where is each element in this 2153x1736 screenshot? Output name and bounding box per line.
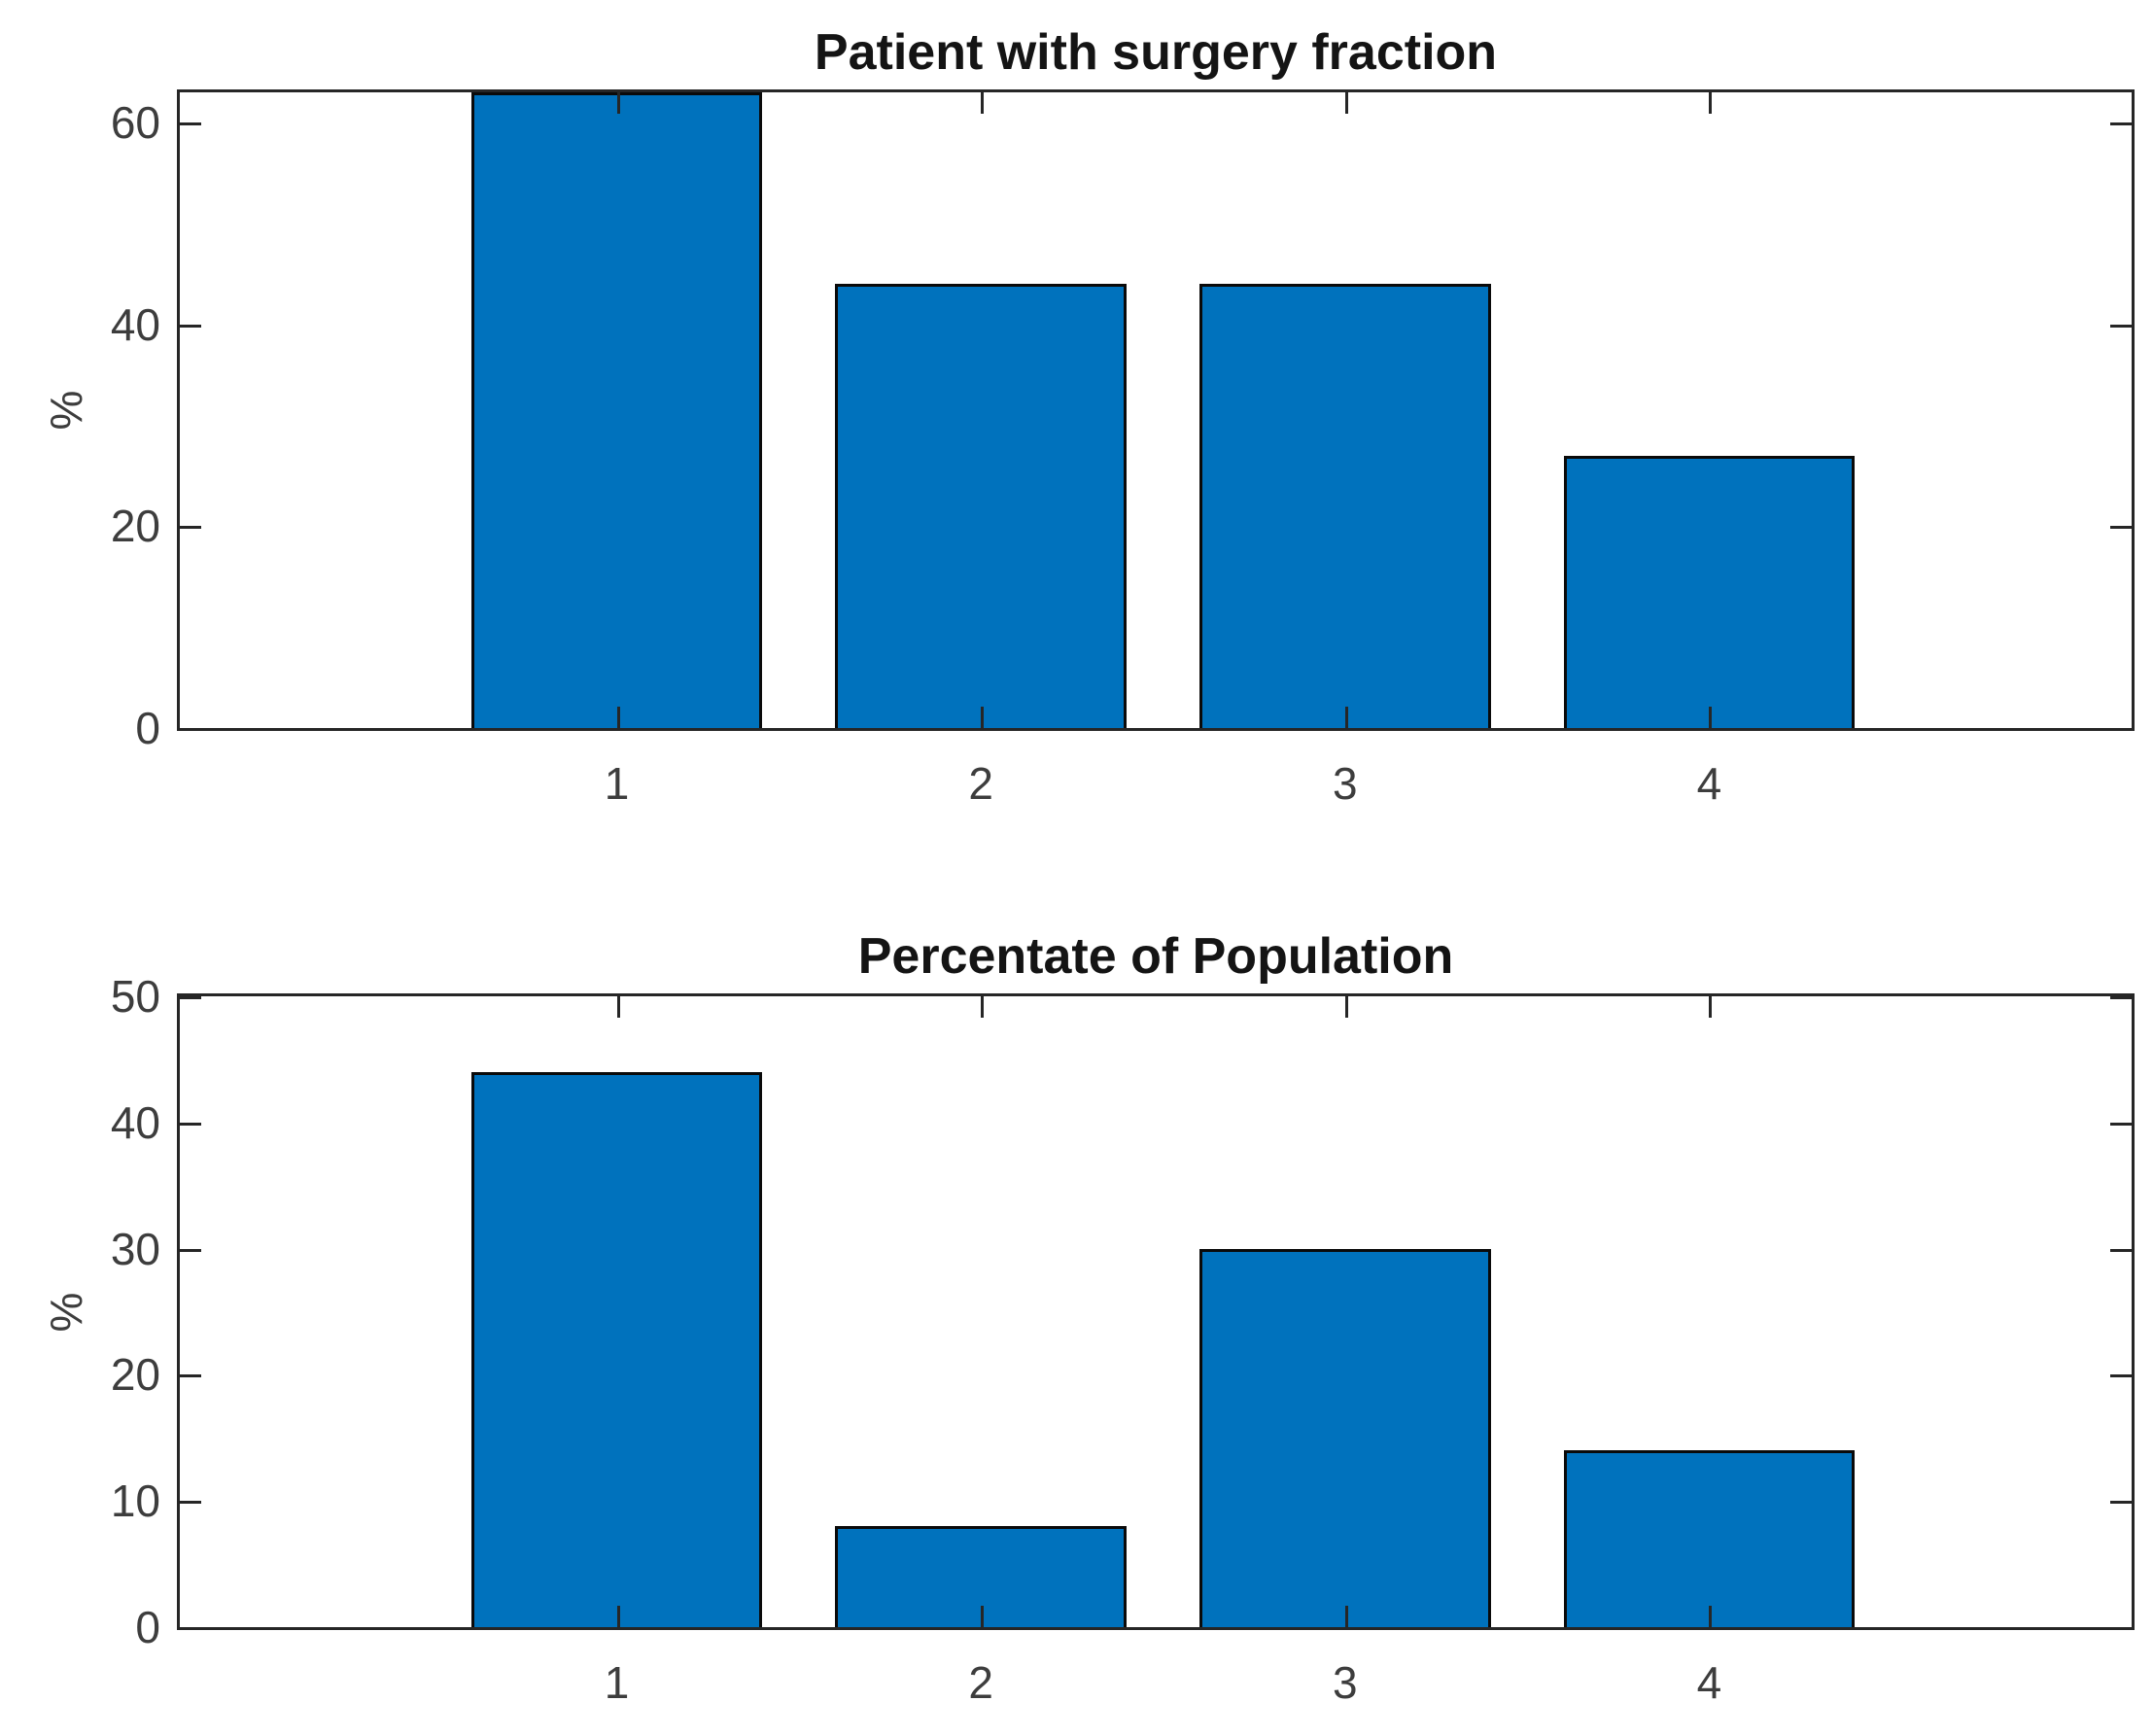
- y-tick: [180, 728, 201, 731]
- y-tick: [180, 324, 201, 328]
- y-tick-mirror: [2110, 1122, 2132, 1126]
- x-tick-mirror: [1344, 996, 1348, 1018]
- bar-category-4: [1563, 455, 1856, 728]
- x-tick-label: 4: [1696, 758, 1722, 809]
- x-tick: [981, 707, 985, 728]
- x-tick: [1344, 1606, 1348, 1627]
- plot-area-bottom: Percentate of Population % 0 10 20 30 40 50 1 2…: [41, 928, 2135, 1708]
- y-tick-label: 40: [110, 1096, 160, 1148]
- bar-category-1: [470, 92, 763, 728]
- x-tick: [1709, 1606, 1713, 1627]
- x-tick-label: 2: [968, 1657, 993, 1708]
- chart-title: Percentate of Population: [857, 928, 1454, 985]
- x-tick-mirror: [981, 996, 985, 1018]
- y-axis-label: %: [41, 1292, 91, 1332]
- x-tick-label: 1: [604, 1657, 630, 1708]
- bar-category-2: [835, 1526, 1128, 1627]
- y-tick: [180, 122, 201, 126]
- x-tick-mirror: [1709, 92, 1713, 114]
- y-tick-label: 20: [110, 1349, 160, 1401]
- x-tick-mirror: [616, 996, 620, 1018]
- y-tick-mirror: [2110, 526, 2132, 530]
- chart-title: Patient with surgery fraction: [814, 24, 1498, 81]
- x-tick: [1344, 707, 1348, 728]
- plot-area-top: Patient with surgery fraction % 0 20 40 60 1…: [41, 24, 2135, 809]
- x-tick-label: 2: [968, 758, 993, 809]
- x-tick: [616, 707, 620, 728]
- y-tick: [180, 1501, 201, 1505]
- x-tick-mirror: [1709, 996, 1713, 1018]
- x-tick-label: 4: [1696, 1657, 1722, 1708]
- y-tick-label: 40: [110, 298, 160, 350]
- y-axis-label: %: [41, 390, 91, 431]
- x-tick: [1709, 707, 1713, 728]
- x-tick-mirror: [981, 92, 985, 114]
- y-tick: [180, 1374, 201, 1378]
- bar-category-3: [1198, 1248, 1491, 1627]
- x-tick-label: 3: [1333, 1657, 1358, 1708]
- y-tick-label: 10: [110, 1476, 160, 1527]
- y-tick-mirror: [2110, 1374, 2132, 1378]
- y-tick-mirror: [2110, 324, 2132, 328]
- y-tick: [180, 1627, 201, 1630]
- y-tick: [180, 1248, 201, 1252]
- y-tick-label: 60: [110, 97, 160, 149]
- bar-category-3: [1198, 284, 1491, 728]
- x-tick-mirror: [1344, 92, 1348, 114]
- x-tick-mirror: [616, 92, 620, 114]
- y-tick-label: 30: [110, 1223, 160, 1274]
- y-tick-mirror: [2110, 122, 2132, 126]
- x-tick-label: 3: [1333, 758, 1358, 809]
- x-tick-label: 1: [604, 758, 630, 809]
- bar-category-4: [1563, 1450, 1856, 1627]
- y-tick-mirror: [2110, 728, 2132, 731]
- x-tick: [616, 1606, 620, 1627]
- y-tick-mirror: [2110, 996, 2132, 999]
- bar-category-1: [470, 1071, 763, 1627]
- y-tick-label: 0: [135, 703, 160, 753]
- bar-category-2: [835, 284, 1128, 728]
- y-tick-mirror: [2110, 1627, 2132, 1630]
- y-tick: [180, 526, 201, 530]
- x-tick: [981, 1606, 985, 1627]
- y-tick: [180, 996, 201, 999]
- y-tick-label: 0: [135, 1602, 160, 1652]
- y-tick-mirror: [2110, 1501, 2132, 1505]
- y-tick-label: 50: [110, 971, 160, 1022]
- y-tick-mirror: [2110, 1248, 2132, 1252]
- y-tick-label: 20: [110, 501, 160, 552]
- y-tick: [180, 1122, 201, 1126]
